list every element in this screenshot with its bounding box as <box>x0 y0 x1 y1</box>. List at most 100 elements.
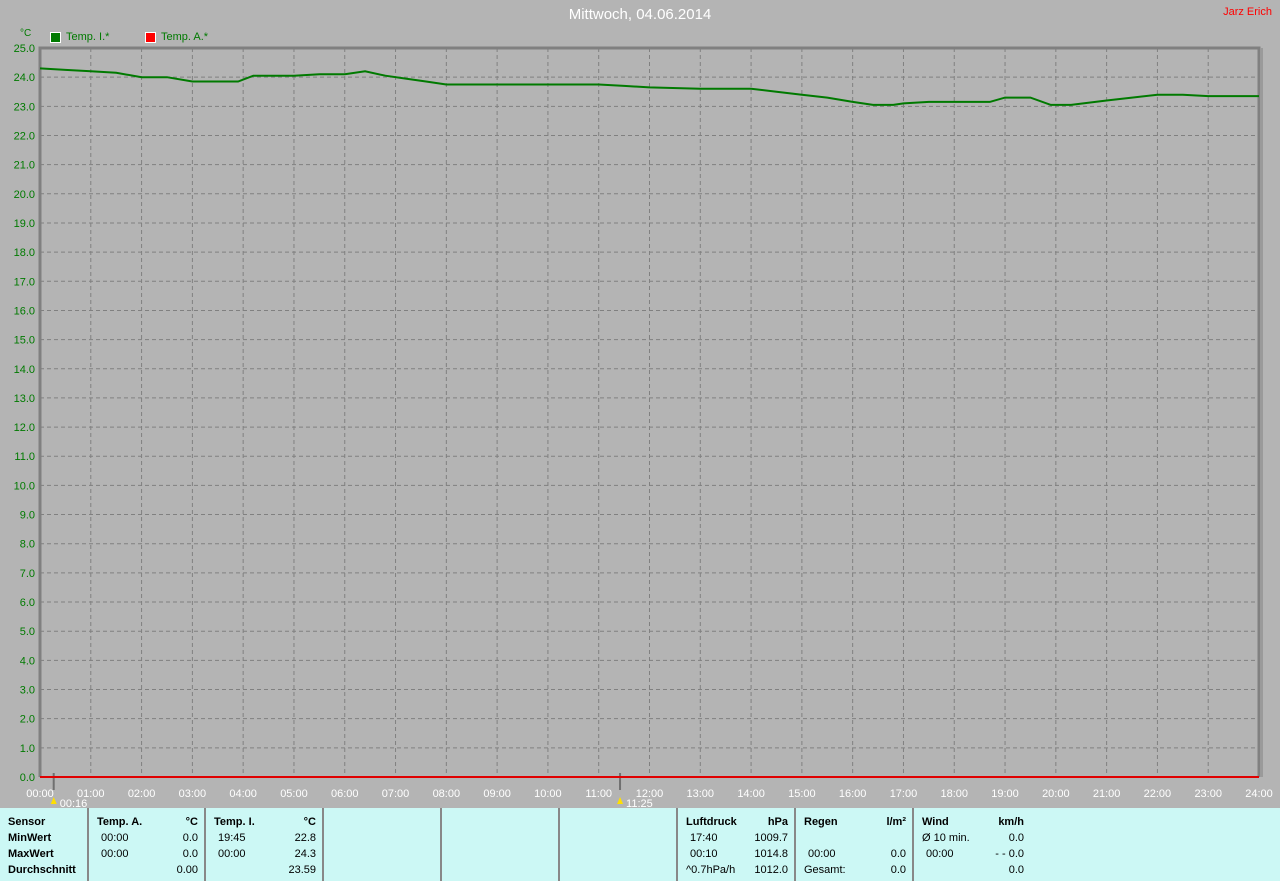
y-tick-label: 2.0 <box>20 714 35 726</box>
min-time: 17:40 <box>690 832 718 844</box>
plot-frame <box>38 46 1261 777</box>
stats-panel: Sensor MinWert MaxWert Durchschnitt Temp… <box>0 808 1280 881</box>
max-time: 00:00 <box>926 848 954 860</box>
x-tick-label: 04:00 <box>229 788 257 800</box>
y-tick-label: 11.0 <box>14 451 35 463</box>
x-tick-label: 19:00 <box>991 788 1019 800</box>
y-tick-label: 23.0 <box>14 101 35 113</box>
time-marker-label: 11:25 <box>626 798 653 808</box>
y-tick-label: 3.0 <box>20 685 35 697</box>
x-tick-label: 22:00 <box>1144 788 1172 800</box>
col-empty <box>560 808 678 881</box>
avg-value: 0.0 <box>1008 832 1024 844</box>
legend-label: Temp. I.* <box>66 31 110 43</box>
col-empty <box>442 808 560 881</box>
header: Sensor <box>8 816 46 828</box>
x-tick-label: 13:00 <box>687 788 715 800</box>
max-value: - - 0.0 <box>995 848 1024 860</box>
max-value: 1014.8 <box>754 848 788 860</box>
unit: °C <box>303 816 316 828</box>
y-tick-label: 19.0 <box>14 218 35 230</box>
col-rain: Regen l/m² 00:00 0.0 Gesamt: 0.0 <box>796 808 914 881</box>
last-value: 0.0 <box>1008 864 1024 876</box>
y-tick-label: 1.0 <box>20 743 35 755</box>
y-tick-label: 7.0 <box>20 568 35 580</box>
y-tick-label: 22.0 <box>14 130 35 142</box>
min-value: 22.8 <box>294 832 316 844</box>
y-tick-label: 18.0 <box>14 247 35 259</box>
max-time: 00:00 <box>808 848 836 860</box>
col-empty <box>324 808 442 881</box>
total-value: 0.0 <box>890 864 906 876</box>
avg-value: 23.59 <box>288 864 316 876</box>
avg-value: 0.00 <box>176 864 198 876</box>
legend-temp-i: Temp. I.* <box>50 31 109 43</box>
label-min: MinWert <box>8 832 52 844</box>
col-sensor: Sensor MinWert MaxWert Durchschnitt <box>0 808 89 881</box>
header: Luftdruck <box>686 816 737 828</box>
x-tick-label: 08:00 <box>433 788 461 800</box>
max-value: 24.3 <box>294 848 316 860</box>
x-tick-label: 15:00 <box>788 788 816 800</box>
y-tick-label: 20.0 <box>14 189 35 201</box>
header: Wind <box>922 816 949 828</box>
x-tick-label: 14:00 <box>737 788 765 800</box>
x-tick-label: 00:00 <box>26 788 54 800</box>
time-marker-icon <box>617 797 624 804</box>
label-avg: Durchschnitt <box>8 864 76 876</box>
chart-title: Mittwoch, 04.06.2014 <box>568 6 712 23</box>
x-tick-label: 20:00 <box>1042 788 1070 800</box>
avg-value: 1012.0 <box>754 864 788 876</box>
min-value: 1009.7 <box>754 832 788 844</box>
max-value: 0.0 <box>182 848 198 860</box>
y-tick-label: 9.0 <box>20 510 35 522</box>
header: Temp. A. <box>97 816 143 828</box>
x-tick-label: 24:00 <box>1245 788 1273 800</box>
col-temp-a: Temp. A. °C 00:00 0.0 00:00 0.0 0.00 <box>89 808 206 881</box>
y-tick-label: 0.0 <box>20 772 35 784</box>
label-max: MaxWert <box>8 848 54 860</box>
y-tick-label: 17.0 <box>14 276 35 288</box>
header: Regen <box>804 816 838 828</box>
col-wind: Wind km/h Ø 10 min. 0.0 00:00 - - 0.0 0.0 <box>914 808 1030 881</box>
y-tick-label: 8.0 <box>20 539 35 551</box>
temperature-chart: 0.0 1.0 2.0 3.0 4.0 5.0 6.0 7.0 8.0 9.0 10.0 11.0 12… <box>14 28 1273 808</box>
y-tick-label: 25.0 <box>14 43 35 55</box>
min-time: 19:45 <box>218 832 246 844</box>
unit: km/h <box>998 816 1024 828</box>
y-axis-unit: °C <box>20 28 31 39</box>
col-pressure: Luftdruck hPa 17:40 1009.7 00:10 1014.8 ^0.… <box>678 808 796 881</box>
min-time: 00:00 <box>101 832 129 844</box>
header: Temp. I. <box>214 816 255 828</box>
y-tick-label: 13.0 <box>14 393 35 405</box>
legend-label: Temp. A.* <box>161 31 209 43</box>
x-tick-label: 10:00 <box>534 788 562 800</box>
y-tick-label: 5.0 <box>20 626 35 638</box>
x-tick-label: 01:00 <box>77 788 105 800</box>
col-temp-i: Temp. I. °C 19:45 22.8 00:00 24.3 23.59 <box>206 808 324 881</box>
x-tick-label: 16:00 <box>839 788 867 800</box>
time-marker-label: 00:16 <box>60 798 88 808</box>
x-tick-label: 07:00 <box>382 788 410 800</box>
x-tick-label: 02:00 <box>128 788 156 800</box>
series-line-tempi <box>39 67 1259 106</box>
y-tick-label: 6.0 <box>20 597 35 609</box>
y-tick-label: 10.0 <box>14 480 35 492</box>
legend-swatch-red <box>145 31 156 43</box>
unit: hPa <box>767 816 788 828</box>
max-time: 00:10 <box>690 848 718 860</box>
x-tick-label: 05:00 <box>280 788 308 800</box>
trend: ^0.7hPa/h <box>686 864 736 876</box>
y-tick-label: 21.0 <box>14 160 35 172</box>
x-tick-label: 23:00 <box>1194 788 1222 800</box>
max-time: 00:00 <box>218 848 246 860</box>
y-tick-label: 16.0 <box>14 305 35 317</box>
avg-label: Ø 10 min. <box>922 832 970 844</box>
author-label: Jarz Erich <box>1223 6 1272 18</box>
max-time: 00:00 <box>101 848 129 860</box>
max-value: 0.0 <box>890 848 906 860</box>
unit: l/m² <box>886 816 906 828</box>
x-tick-label: 03:00 <box>179 788 207 800</box>
legend-temp-a: Temp. A.* <box>145 31 208 43</box>
unit: °C <box>185 816 198 828</box>
